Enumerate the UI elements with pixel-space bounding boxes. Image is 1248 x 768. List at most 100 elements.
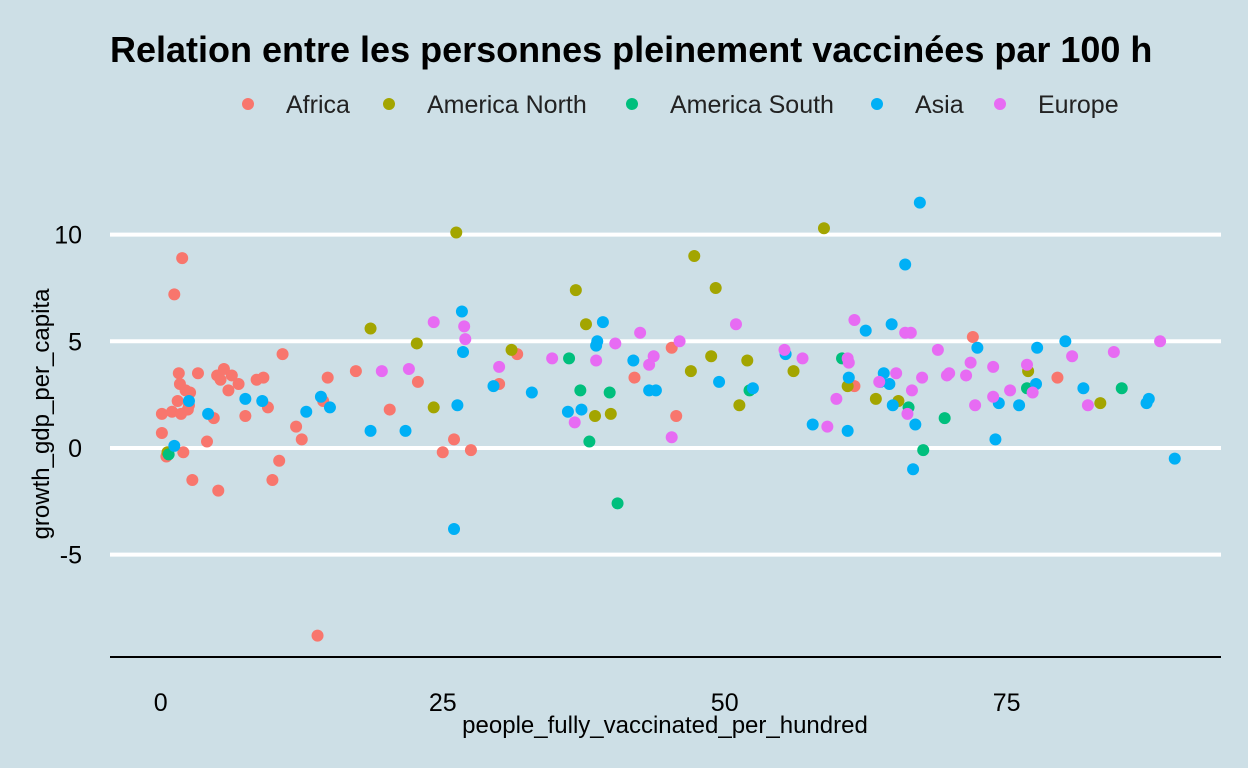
point-america-south bbox=[611, 497, 624, 510]
y-tick-label: 10 bbox=[54, 222, 82, 250]
legend-label: Europe bbox=[1038, 91, 1119, 119]
point-asia bbox=[591, 335, 604, 348]
point-asia bbox=[1142, 392, 1155, 405]
point-asia bbox=[451, 399, 464, 412]
point-america-north bbox=[688, 249, 701, 262]
point-america-north bbox=[869, 392, 882, 405]
point-europe bbox=[634, 326, 647, 339]
point-asia bbox=[899, 258, 912, 271]
point-africa bbox=[628, 371, 641, 384]
x-axis-ticks: 0 25 50 75 bbox=[154, 689, 1021, 717]
point-europe bbox=[1026, 386, 1039, 399]
point-europe bbox=[1066, 350, 1079, 363]
point-africa bbox=[201, 435, 214, 448]
data-points bbox=[155, 196, 1181, 642]
point-europe bbox=[568, 416, 581, 429]
point-africa bbox=[214, 373, 227, 386]
point-africa bbox=[349, 365, 362, 378]
point-africa bbox=[212, 484, 225, 497]
point-america-north bbox=[817, 222, 830, 235]
point-asia bbox=[596, 316, 609, 329]
point-europe bbox=[960, 369, 973, 382]
point-america-south bbox=[917, 444, 930, 457]
point-europe bbox=[375, 365, 388, 378]
point-europe bbox=[1004, 384, 1017, 397]
point-europe bbox=[665, 431, 678, 444]
point-europe bbox=[778, 343, 791, 356]
chart-title: Relation entre les personnes pleinement … bbox=[110, 29, 1152, 70]
point-europe bbox=[590, 354, 603, 367]
point-asia bbox=[971, 341, 984, 354]
point-america-north bbox=[733, 399, 746, 412]
point-africa bbox=[966, 331, 979, 344]
y-axis-ticks: -5 0 5 10 bbox=[54, 222, 82, 570]
point-america-north bbox=[505, 343, 518, 356]
point-asia bbox=[323, 401, 336, 414]
legend-item-europe: Europe bbox=[994, 91, 1119, 119]
point-europe bbox=[830, 392, 843, 405]
point-africa bbox=[290, 420, 303, 433]
point-africa bbox=[222, 384, 235, 397]
point-europe bbox=[1107, 345, 1120, 358]
point-europe bbox=[673, 335, 686, 348]
point-africa bbox=[464, 444, 477, 457]
point-africa bbox=[225, 369, 238, 382]
point-africa bbox=[295, 433, 308, 446]
point-asia bbox=[841, 424, 854, 437]
point-america-south bbox=[162, 448, 175, 461]
point-asia bbox=[859, 324, 872, 337]
point-asia bbox=[487, 380, 500, 393]
legend-label: Asia bbox=[915, 91, 964, 119]
point-america-north bbox=[787, 365, 800, 378]
point-africa bbox=[670, 409, 683, 422]
point-asia bbox=[455, 305, 468, 318]
x-axis-label: people_fully_vaccinated_per_hundred bbox=[462, 712, 868, 739]
point-africa bbox=[383, 403, 396, 416]
point-asia bbox=[1168, 452, 1181, 465]
legend-marker bbox=[871, 98, 883, 110]
point-europe bbox=[402, 363, 415, 376]
point-europe bbox=[943, 367, 956, 380]
point-europe bbox=[873, 375, 886, 388]
point-africa bbox=[155, 407, 168, 420]
point-europe bbox=[647, 350, 660, 363]
point-europe bbox=[964, 356, 977, 369]
point-africa bbox=[448, 433, 461, 446]
point-america-south bbox=[1115, 382, 1128, 395]
point-europe bbox=[904, 326, 917, 339]
point-america-south bbox=[603, 386, 616, 399]
point-america-south bbox=[938, 412, 951, 425]
legend-marker bbox=[242, 98, 254, 110]
point-asia bbox=[1031, 341, 1044, 354]
point-america-north bbox=[684, 365, 697, 378]
legend-item-america-north: America North bbox=[383, 91, 587, 119]
point-asia bbox=[575, 403, 588, 416]
point-asia bbox=[1059, 335, 1072, 348]
point-europe bbox=[916, 371, 929, 384]
point-europe bbox=[842, 356, 855, 369]
point-europe bbox=[848, 313, 861, 326]
point-europe bbox=[729, 318, 742, 331]
point-america-north bbox=[705, 350, 718, 363]
point-africa bbox=[311, 629, 324, 642]
point-asia bbox=[1077, 382, 1090, 395]
point-asia bbox=[806, 418, 819, 431]
point-europe bbox=[459, 333, 472, 346]
y-axis-label: growth_gdp_per_capita bbox=[28, 288, 55, 540]
point-asia bbox=[457, 345, 470, 358]
point-america-north bbox=[589, 409, 602, 422]
point-africa bbox=[436, 446, 449, 459]
point-america-south bbox=[563, 352, 576, 365]
point-america-north bbox=[410, 337, 423, 350]
point-asia bbox=[561, 405, 574, 418]
x-tick-label: 25 bbox=[429, 689, 457, 717]
point-asia bbox=[746, 382, 759, 395]
point-america-south bbox=[574, 384, 587, 397]
x-tick-label: 0 bbox=[154, 689, 168, 717]
point-asia bbox=[885, 318, 898, 331]
legend-label: America North bbox=[427, 91, 587, 119]
gridlines bbox=[110, 232, 1221, 557]
point-america-north bbox=[741, 354, 754, 367]
point-asia bbox=[886, 399, 899, 412]
